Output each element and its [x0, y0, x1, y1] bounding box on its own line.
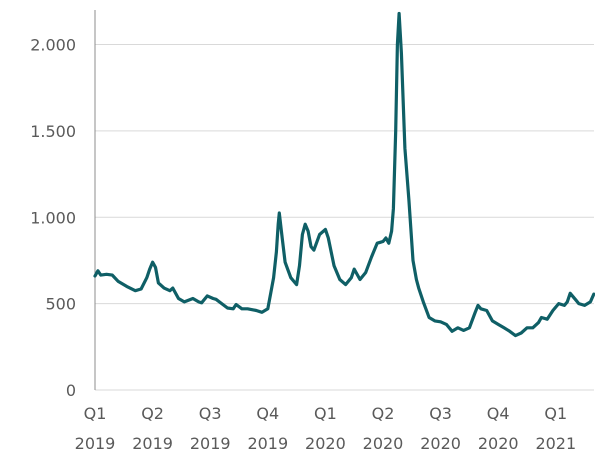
series-line-0	[93, 11, 595, 338]
series-layer	[93, 11, 595, 338]
x-tick-year-label: 2020	[478, 434, 519, 453]
x-tick-quarter-label: Q4	[256, 404, 279, 423]
x-tick-year-label: 2021	[535, 434, 576, 453]
x-tick-year-label: 2019	[190, 434, 231, 453]
x-tick-quarter-label: Q3	[199, 404, 222, 423]
x-tick-quarter-label: Q1	[544, 404, 567, 423]
x-tick-year-label: 2019	[132, 434, 173, 453]
gridlines	[95, 44, 594, 391]
y-tick-label: 0	[66, 381, 76, 400]
x-tick-year-label: 2019	[75, 434, 116, 453]
y-tick-label: 1.500	[30, 122, 76, 141]
x-tick-quarter-label: Q2	[141, 404, 164, 423]
x-tick-quarter-label: Q4	[487, 404, 510, 423]
x-axis-tick-labels: Q1 2019 Q2 2019 Q3 2019 Q4 2019 Q1 2020 Q2 2020 Q3 20…	[75, 404, 577, 453]
x-tick-quarter-label: Q3	[429, 404, 452, 423]
x-tick-year-label: 2020	[305, 434, 346, 453]
y-tick-label: 1.000	[30, 208, 76, 227]
x-tick-year-label: 2020	[420, 434, 461, 453]
y-axis-tick-labels: 0 500 1.000 1.500 2.000	[30, 36, 76, 400]
y-tick-label: 2.000	[30, 36, 76, 55]
x-tick-year-label: 2020	[363, 434, 404, 453]
x-tick-quarter-label: Q1	[84, 404, 107, 423]
x-tick-quarter-label: Q2	[372, 404, 395, 423]
x-tick-year-label: 2019	[247, 434, 288, 453]
y-tick-label: 500	[45, 295, 76, 314]
x-tick-quarter-label: Q1	[314, 404, 337, 423]
